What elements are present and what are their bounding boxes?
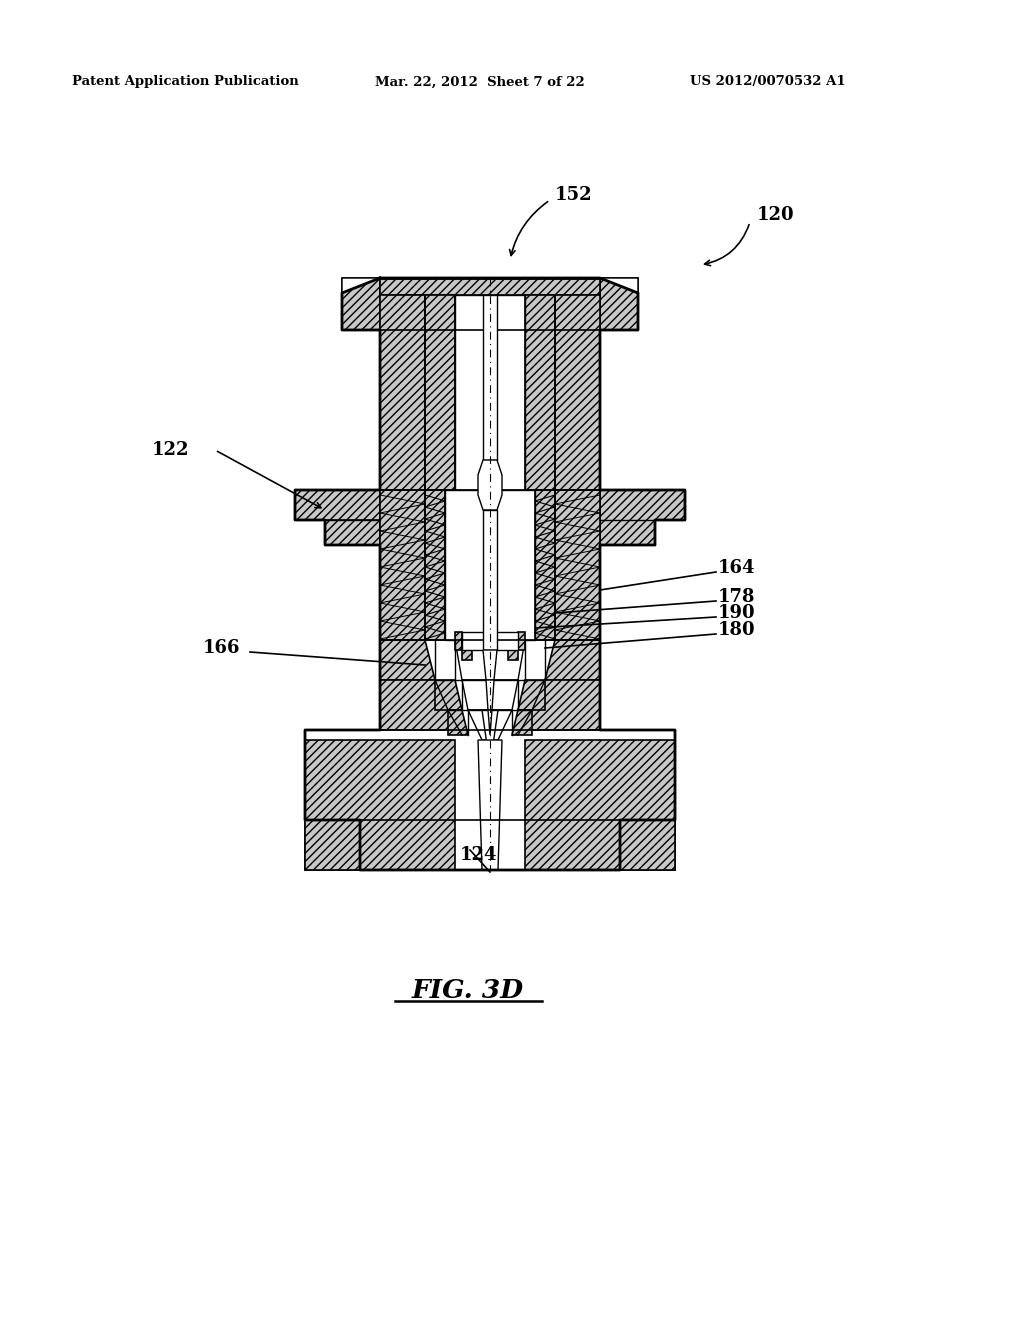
Polygon shape [342,279,380,330]
Polygon shape [545,640,600,680]
Polygon shape [455,640,525,680]
Polygon shape [600,279,638,330]
Polygon shape [295,490,380,545]
Polygon shape [483,510,497,649]
Polygon shape [512,710,532,735]
Polygon shape [445,490,535,640]
FancyArrowPatch shape [510,202,548,256]
Text: 152: 152 [555,186,593,205]
Text: 122: 122 [152,441,189,459]
Polygon shape [425,490,445,640]
Polygon shape [600,490,685,545]
Polygon shape [435,680,462,710]
Text: 164: 164 [718,558,756,577]
Polygon shape [462,640,472,660]
Polygon shape [325,520,380,545]
Polygon shape [380,490,425,640]
Polygon shape [508,640,518,660]
Polygon shape [518,680,545,710]
Polygon shape [535,490,555,640]
Polygon shape [482,710,498,744]
Polygon shape [488,710,492,735]
Polygon shape [380,680,455,730]
Polygon shape [305,820,360,870]
Polygon shape [518,632,525,649]
Text: 120: 120 [757,206,795,224]
Polygon shape [600,279,638,293]
Polygon shape [455,632,462,649]
Polygon shape [380,279,600,294]
Polygon shape [342,279,380,330]
Polygon shape [620,820,675,870]
Polygon shape [525,294,555,490]
Text: 166: 166 [203,639,241,657]
Polygon shape [462,632,518,649]
Text: Mar. 22, 2012  Sheet 7 of 22: Mar. 22, 2012 Sheet 7 of 22 [375,75,585,88]
Polygon shape [462,680,518,710]
Polygon shape [425,294,455,490]
Polygon shape [449,710,468,735]
Text: 124: 124 [460,846,498,865]
Text: Patent Application Publication: Patent Application Publication [72,75,299,88]
Polygon shape [525,680,600,730]
Polygon shape [486,680,494,710]
Polygon shape [455,294,525,490]
Text: 180: 180 [718,620,756,639]
Polygon shape [487,744,493,758]
Polygon shape [555,294,600,490]
Polygon shape [525,741,675,870]
Polygon shape [468,710,512,741]
Text: FIG. 3D: FIG. 3D [412,978,524,1002]
Polygon shape [342,279,380,293]
Polygon shape [380,640,435,680]
Polygon shape [478,741,502,870]
Text: US 2012/0070532 A1: US 2012/0070532 A1 [690,75,846,88]
FancyArrowPatch shape [705,224,750,265]
Polygon shape [478,459,502,510]
Polygon shape [555,490,600,640]
Text: 190: 190 [718,605,756,622]
Polygon shape [483,649,497,680]
Polygon shape [483,294,497,459]
Polygon shape [380,294,425,490]
Text: 178: 178 [718,587,756,606]
Polygon shape [305,741,455,870]
